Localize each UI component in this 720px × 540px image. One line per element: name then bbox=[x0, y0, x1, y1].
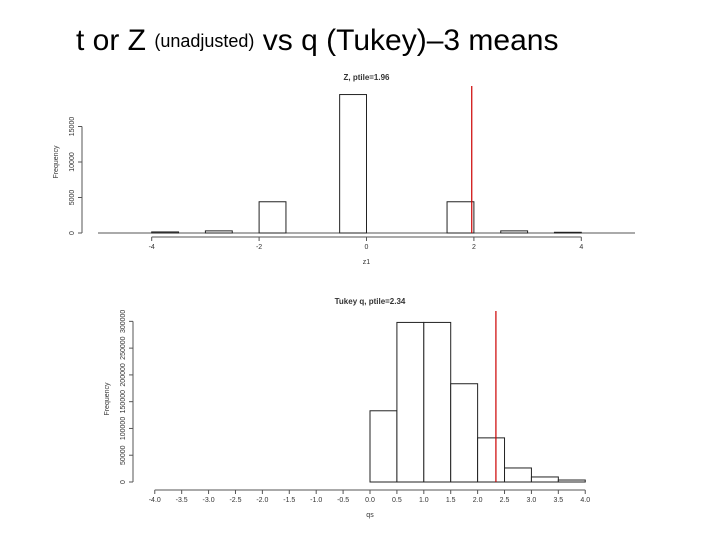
x-tick-label: -4.0 bbox=[149, 497, 161, 504]
histogram-bar bbox=[500, 230, 529, 234]
y-tick-label: 15000 bbox=[69, 117, 76, 137]
x-tick-label: 3.5 bbox=[553, 497, 563, 504]
histogram-bar bbox=[446, 201, 475, 234]
histogram-bar bbox=[423, 321, 452, 483]
histogram-bar bbox=[557, 479, 586, 483]
histogram-bar bbox=[530, 476, 559, 483]
x-tick-label: -1.5 bbox=[283, 497, 295, 504]
title-part: (unadjusted) bbox=[154, 31, 254, 51]
y-axis-label: Frequency bbox=[104, 382, 111, 416]
x-tick-label: 2.5 bbox=[500, 497, 510, 504]
chart-title: Tukey q, ptile=2.34 bbox=[335, 297, 406, 306]
x-tick-label: -2.0 bbox=[256, 497, 268, 504]
x-tick-label: 0.0 bbox=[365, 497, 375, 504]
x-tick-label: -3.5 bbox=[176, 497, 188, 504]
x-tick-label: 4.0 bbox=[580, 497, 590, 504]
x-tick-label: 0 bbox=[365, 244, 369, 251]
histogram-bar bbox=[553, 231, 582, 234]
x-axis-label: z1 bbox=[363, 259, 371, 266]
y-tick-label: 0 bbox=[69, 231, 76, 235]
x-tick-label: 2 bbox=[472, 244, 476, 251]
histogram-bar bbox=[204, 230, 233, 234]
y-tick-label: 250000 bbox=[120, 336, 127, 359]
histogram-bar bbox=[339, 94, 367, 234]
histogram-bar bbox=[450, 383, 479, 483]
title-part: t or Z bbox=[76, 24, 146, 57]
x-axis-label: qs bbox=[366, 512, 374, 519]
x-tick-label: -2.5 bbox=[229, 497, 241, 504]
x-tick-label: -2 bbox=[256, 244, 262, 251]
y-tick-label: 200000 bbox=[120, 363, 127, 386]
histogram-bar bbox=[396, 321, 425, 483]
histogram-bar bbox=[504, 467, 532, 483]
slide-title: t or Z (unadjusted) vs q (Tukey)–3 means bbox=[76, 24, 558, 57]
title-part: vs q (Tukey)–3 means bbox=[263, 24, 559, 57]
y-tick-label: 100000 bbox=[120, 417, 127, 440]
chart-title: Z, ptile=1.96 bbox=[343, 73, 390, 82]
histogram-bar bbox=[258, 201, 287, 234]
histogram-bar bbox=[151, 231, 180, 234]
y-tick-label: 10000 bbox=[69, 152, 76, 172]
x-tick-label: 0.5 bbox=[392, 497, 402, 504]
y-tick-label: 300000 bbox=[120, 310, 127, 333]
x-tick-label: -3.0 bbox=[203, 497, 215, 504]
x-tick-label: 2.0 bbox=[473, 497, 483, 504]
y-tick-label: 150000 bbox=[120, 390, 127, 413]
y-tick-label: 5000 bbox=[69, 190, 76, 206]
histogram-bar bbox=[369, 410, 398, 483]
x-tick-label: 1.5 bbox=[446, 497, 456, 504]
x-tick-label: -1.0 bbox=[310, 497, 322, 504]
y-tick-label: 0 bbox=[120, 480, 127, 484]
histogram-bar bbox=[477, 437, 506, 483]
x-tick-label: 3.0 bbox=[527, 497, 537, 504]
x-tick-label: -0.5 bbox=[337, 497, 349, 504]
x-tick-label: 1.0 bbox=[419, 497, 429, 504]
x-tick-label: 4 bbox=[579, 244, 583, 251]
y-tick-label: 50000 bbox=[120, 445, 127, 465]
y-axis-label: Frequency bbox=[53, 145, 60, 179]
x-tick-label: -4 bbox=[149, 244, 155, 251]
